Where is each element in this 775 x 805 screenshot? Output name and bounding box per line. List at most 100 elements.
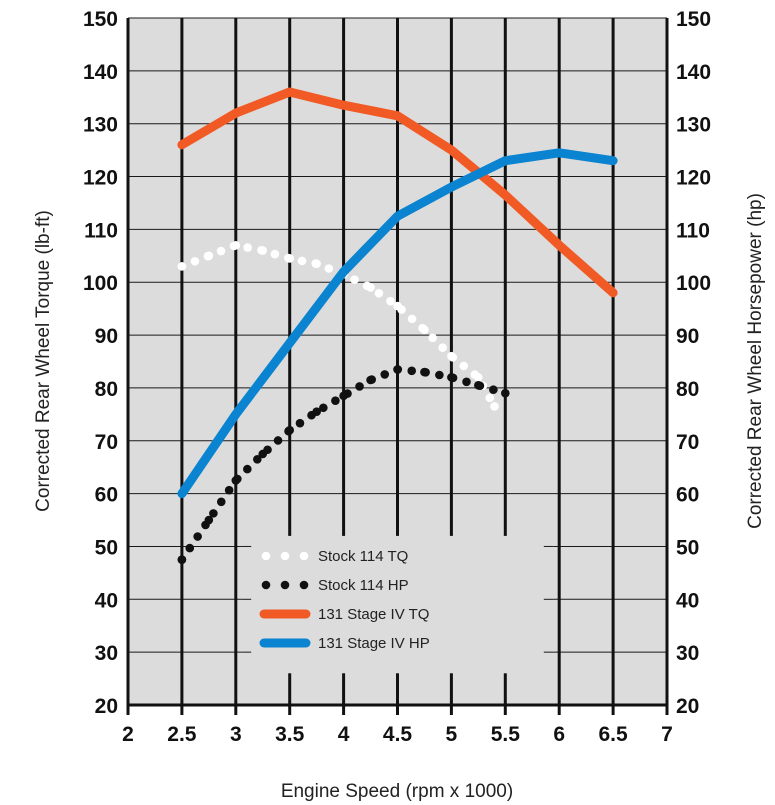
dot-stock-114-tq [459,361,469,371]
data-point-stock-114-hp [177,555,187,564]
axes [126,18,669,715]
y-tick-label-left: 40 [95,589,118,612]
data-point-stock-114-tq [490,402,499,411]
data-point-stock-114-tq [177,262,187,271]
legend-label-stock-114-hp: Stock 114 HP [318,577,409,594]
x-tick-label: 5 [446,723,458,746]
dot-stock-114-tq [407,314,417,324]
y-tick-label-right: 20 [676,695,699,718]
x-tick-label: 7 [661,723,673,746]
data-point-stock-114-hp [258,449,268,459]
dot-stock-114-tq [428,333,437,343]
y-tick-label-left: 140 [83,61,118,84]
legend-swatch-dot-stock-114-tq [261,551,271,561]
data-point-stock-114-hp [231,476,241,485]
x-axis-title: Engine Speed (rpm x 1000) [281,781,513,802]
legend-swatch-dot-stock-114-hp [299,580,309,590]
dot-stock-114-hp [462,377,471,387]
y-tick-label-left: 80 [95,378,118,401]
y-tick-label-right: 120 [676,167,711,190]
legend-swatch-dot-stock-114-tq [299,551,309,561]
x-tick-label: 5.5 [491,723,521,746]
y-tick-label-right: 50 [676,536,699,559]
dot-stock-114-tq [324,264,334,273]
x-tick-label: 6.5 [598,723,628,746]
dot-stock-114-hp [295,418,305,428]
dot-stock-114-hp [273,436,283,445]
x-tick-label: 3.5 [275,723,305,746]
dot-stock-114-tq [485,393,495,403]
left-axis-title: Corrected Rear Wheel Torque (lb-ft) [33,210,54,512]
y-tick-label-right: 140 [676,61,711,84]
data-point-stock-114-tq [204,251,214,261]
data-point-stock-114-tq [366,283,375,292]
series-layer [177,87,618,564]
right-tick-labels: 20 30 40 50 60 70 80 90 100 110 120 130 140 150 [676,8,711,718]
x-tick-label: 4 [338,723,350,746]
dot-stock-114-hp [209,509,218,518]
legend-swatch-dot-stock-114-hp [261,580,271,590]
legend-swatch-dot-stock-114-hp [280,580,290,590]
y-tick-label-right: 150 [676,8,711,31]
y-tick-label-left: 60 [95,484,118,507]
y-tick-label-right: 60 [676,484,699,507]
y-tick-label-right: 30 [676,642,699,665]
y-tick-label-left: 50 [95,536,118,559]
y-tick-label-right: 130 [676,114,711,137]
y-tick-label-left: 150 [83,8,118,31]
data-point-stock-114-tq [420,325,429,335]
legend-background [241,535,554,674]
data-point-stock-114-hp [285,425,295,435]
dot-stock-114-tq [297,256,307,266]
data-point-stock-114-hp [447,373,456,382]
dot-stock-114-tq [374,288,384,298]
y-tick-label-left: 20 [95,695,118,718]
data-point-stock-114-tq [285,254,295,263]
x-tick-label: 2.5 [167,723,197,746]
legend: Stock 114 TQ Stock 114 HP 131 Stage IV TQ 1… [259,548,430,652]
data-point-stock-114-hp [204,515,214,525]
right-axis-title: Corrected Rear Wheel Horsepower (hp) [745,193,766,529]
dot-stock-114-hp [224,485,234,495]
legend-label-131-stage-iv-tq: 131 Stage IV TQ [318,606,429,623]
y-tick-label-left: 30 [95,642,118,665]
dot-stock-114-hp [435,370,444,380]
dot-stock-114-hp [319,403,328,413]
data-point-stock-114-hp [474,380,483,390]
dot-stock-114-hp [193,532,202,541]
data-point-stock-114-tq [312,259,321,269]
data-point-stock-114-tq [231,240,241,250]
dot-stock-114-hp [216,497,226,507]
dot-stock-114-hp [489,385,498,394]
y-tick-label-left: 90 [95,325,118,348]
x-tick-label: 3 [230,723,242,746]
x-tick-label: 6 [553,723,565,746]
x-tick-labels: 2 2.5 3 3.5 4 4.5 5 5.5 6 6.5 7 [122,723,673,746]
y-tick-label-right: 110 [676,219,710,242]
y-tick-label-left: 100 [83,272,118,295]
data-point-stock-114-tq [474,373,483,382]
dot-stock-114-hp [243,464,252,474]
dot-stock-114-tq [243,243,252,252]
dot-stock-114-tq [350,275,359,284]
data-point-stock-114-hp [393,365,402,374]
data-point-stock-114-tq [447,351,456,361]
dot-stock-114-hp [185,543,195,553]
dot-stock-114-tq [216,246,226,256]
y-tick-label-right: 40 [676,589,699,612]
y-tick-label-left: 130 [83,114,118,137]
data-point-stock-114-hp [501,388,510,398]
x-tick-label: 4.5 [383,723,413,746]
data-point-stock-114-hp [366,375,375,385]
data-point-stock-114-hp [420,367,429,377]
y-tick-label-right: 90 [676,325,699,348]
y-tick-label-right: 80 [676,378,699,401]
dot-stock-114-hp [355,382,364,391]
legend-label-131-stage-iv-hp: 131 Stage IV HP [318,635,430,652]
y-tick-label-right: 70 [676,431,699,454]
data-point-stock-114-hp [339,391,348,401]
data-point-stock-114-tq [258,246,268,255]
dot-stock-114-hp [380,370,390,379]
left-tick-labels: 20 30 40 50 60 70 80 90 100 110 120 130 140 150 [83,8,118,718]
data-point-stock-114-tq [393,301,402,311]
